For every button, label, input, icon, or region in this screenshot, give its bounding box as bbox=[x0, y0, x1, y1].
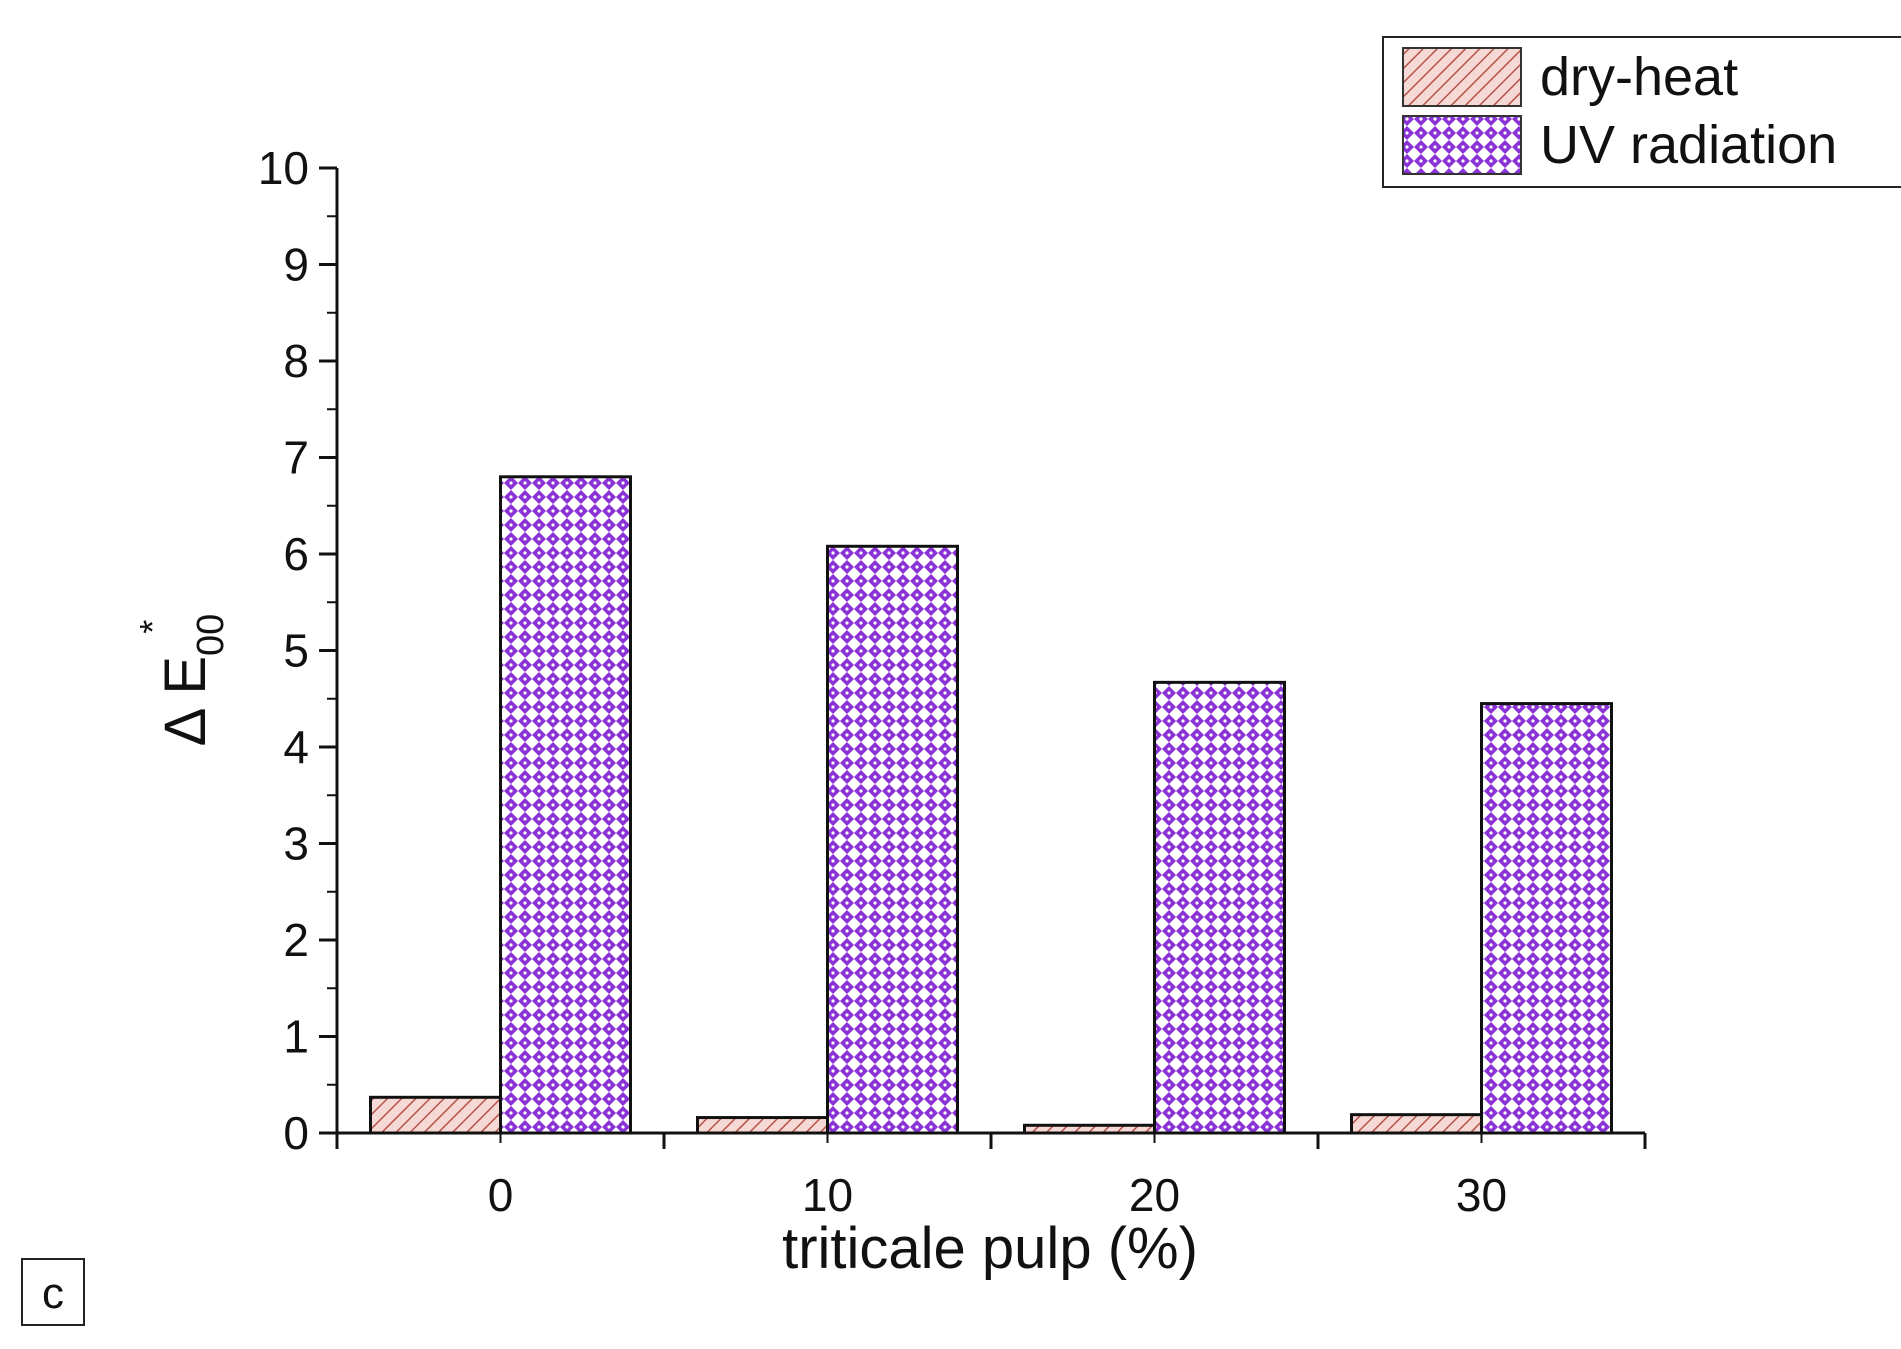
bar-uv-radiation-0 bbox=[499, 475, 632, 1135]
legend: dry-heat UV radiation bbox=[1382, 36, 1901, 188]
x-axis-title: triticale pulp (%) bbox=[782, 1216, 1198, 1281]
panel-label-frame bbox=[21, 1258, 85, 1326]
bar-dry-heat-0 bbox=[369, 1095, 502, 1135]
y-axis-title: Δ E00 * bbox=[132, 614, 232, 747]
plot-area bbox=[369, 475, 1613, 1135]
y-axis: 0 1 2 3 4 5 6 7 8 9 10 bbox=[258, 142, 339, 1159]
legend-swatch-dry-heat bbox=[1402, 47, 1522, 107]
svg-text:Δ E00*: Δ E00 * bbox=[132, 614, 232, 747]
y-tick-label: 6 bbox=[283, 528, 309, 580]
y-tick-label: 3 bbox=[283, 818, 309, 870]
legend-label-uv-radiation: UV radiation bbox=[1540, 115, 1837, 175]
y-axis-title-base: Δ E bbox=[153, 656, 218, 746]
y-tick-label: 1 bbox=[283, 1011, 309, 1063]
bar-uv-radiation-20 bbox=[1153, 680, 1286, 1135]
bar-uv-radiation-30 bbox=[1480, 702, 1613, 1135]
x-tick-label: 20 bbox=[1129, 1169, 1180, 1221]
legend-swatch-uv-radiation bbox=[1402, 115, 1522, 175]
y-tick-label: 10 bbox=[258, 142, 309, 194]
bar-dry-heat-30 bbox=[1350, 1113, 1483, 1135]
y-axis-title-superscript: * bbox=[132, 620, 173, 634]
y-tick-label: 9 bbox=[283, 239, 309, 291]
panel-label-box: c bbox=[21, 1258, 85, 1326]
x-tick-label: 10 bbox=[802, 1169, 853, 1221]
y-tick-label: 8 bbox=[283, 335, 309, 387]
bar-dry-heat-10 bbox=[696, 1116, 829, 1135]
x-tick-label: 30 bbox=[1456, 1169, 1507, 1221]
y-tick-label: 7 bbox=[283, 432, 309, 484]
y-tick-label: 2 bbox=[283, 914, 309, 966]
y-tick-label: 0 bbox=[283, 1107, 309, 1159]
x-axis: 0 10 20 30 bbox=[335, 1131, 1647, 1221]
bar-uv-radiation-10 bbox=[826, 544, 959, 1135]
panel-label: c bbox=[42, 1269, 64, 1318]
x-tick-label: 0 bbox=[488, 1169, 514, 1221]
legend-label-dry-heat: dry-heat bbox=[1540, 47, 1738, 107]
y-tick-label: 5 bbox=[283, 625, 309, 677]
y-tick-label: 4 bbox=[283, 721, 309, 773]
y-axis-title-subscript: 00 bbox=[190, 614, 232, 656]
